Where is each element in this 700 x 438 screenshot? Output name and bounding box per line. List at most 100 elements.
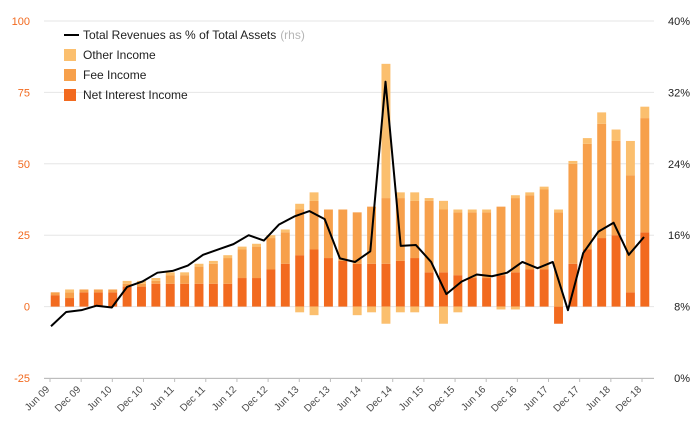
bar-other-income [568,161,577,164]
bar-other-income [468,210,477,213]
legend: Total Revenues as % of Total Assets (rhs… [64,28,305,102]
x-tick-label: Jun 15 [397,384,426,413]
bar-fee-income [597,124,606,238]
bar-fee-income [195,267,204,284]
x-tick-label: Jun 12 [210,384,239,413]
bar-other-income [425,198,434,201]
bar-other-income [195,264,204,267]
bar-fee-income [612,141,621,235]
x-tick-label: Jun 13 [272,384,301,413]
bar-net-interest-income [238,278,247,307]
bar-fee-income [94,289,103,292]
y-left-tick-label: 25 [18,230,30,242]
bar-fee-income [166,275,175,284]
bar-net-interest-income [482,278,491,307]
bar-net-interest-income [396,261,405,307]
bar-fee-income [482,212,491,278]
bar-net-interest-income [108,292,117,306]
y-left-tick-label: -25 [14,373,30,385]
bar-net-interest-income [511,272,520,306]
bar-net-interest-income [324,258,333,307]
bar-net-interest-income [151,284,160,307]
bar-other-income [511,195,520,198]
bar-net-interest-income [266,269,275,306]
bar-net-interest-income [367,264,376,307]
x-tick-label: Jun 10 [85,384,114,413]
bar-other-income-negative [295,307,304,313]
y-left-tick-label: 100 [12,16,30,28]
y-right-tick-label: 40% [668,16,690,28]
bar-other-income-negative [497,307,506,310]
bar-net-interest-income [295,255,304,306]
bar-other-income-negative [410,307,419,313]
bar-net-interest-income [381,264,390,307]
bar-net-interest-income [612,235,621,306]
y-right-tick-label: 16% [668,230,690,242]
bar-fee-income [410,201,419,258]
bar-other-income [597,112,606,123]
legend-fee-label: Fee Income [83,68,147,82]
x-tick-label: Dec 10 [115,384,145,414]
bar-net-interest-income [252,278,261,307]
bar-other-income [295,204,304,210]
bar-fee-income [468,212,477,278]
bar-fee-income [381,198,390,264]
legend-fee-swatch [64,69,76,81]
bar-other-income [123,281,132,284]
bar-other-income [540,187,549,190]
bar-fee-income [223,258,232,284]
bar-other-income [238,247,247,250]
bar-other-income-negative [381,307,390,324]
bar-other-income-negative [453,307,462,313]
x-tick-label: Jun 14 [335,384,364,413]
y-left-tick-label: 0 [24,302,30,314]
y-right-tick-label: 32% [668,87,690,99]
x-tick-label: Jun 09 [23,384,52,413]
y-right-tick-label: 24% [668,159,690,171]
bar-other-income [223,255,232,258]
bar-net-interest-income [554,307,563,324]
bar-other-income [626,141,635,175]
y-left-tick-label: 75 [18,87,30,99]
bar-net-interest-income [626,292,635,306]
bar-other-income-negative [511,307,520,310]
bar-net-interest-income [468,278,477,307]
bar-other-income [482,210,491,213]
bar-other-income [525,192,534,195]
bar-other-income [180,272,189,275]
bar-fee-income [137,284,146,287]
bar-net-interest-income [137,287,146,307]
y-right-tick-label: 8% [674,302,690,314]
bar-fee-income [310,201,319,250]
bar-fee-income [281,232,290,263]
legend-line-rhs-note: (rhs) [280,28,305,42]
x-tick-label: Jun 11 [148,384,177,413]
bar-net-interest-income [166,284,175,307]
bar-fee-income [353,212,362,263]
bar-fee-income [151,281,160,284]
bar-other-income [65,289,74,292]
bar-fee-income [266,238,275,269]
bar-other-income [612,130,621,141]
bar-other-income [583,138,592,144]
bar-net-interest-income [79,292,88,306]
bar-net-interest-income [497,275,506,306]
x-tick-label: Jun 18 [584,384,613,413]
bar-fee-income [324,210,333,259]
bar-net-interest-income [410,258,419,307]
bar-net-interest-income [453,275,462,306]
bar-net-interest-income [281,264,290,307]
bar-fee-income [108,289,117,292]
bar-other-income [209,261,218,264]
bar-fee-income [640,118,649,232]
bar-net-interest-income [540,269,549,306]
bar-net-interest-income [597,238,606,307]
bar-fee-income [252,247,261,278]
bar-other-income [166,272,175,275]
x-tick-label: Dec 12 [240,384,270,414]
x-tick-label: Dec 17 [552,384,582,414]
bar-other-income [252,244,261,247]
bar-other-income [281,229,290,232]
legend-other-label: Other Income [83,48,156,62]
